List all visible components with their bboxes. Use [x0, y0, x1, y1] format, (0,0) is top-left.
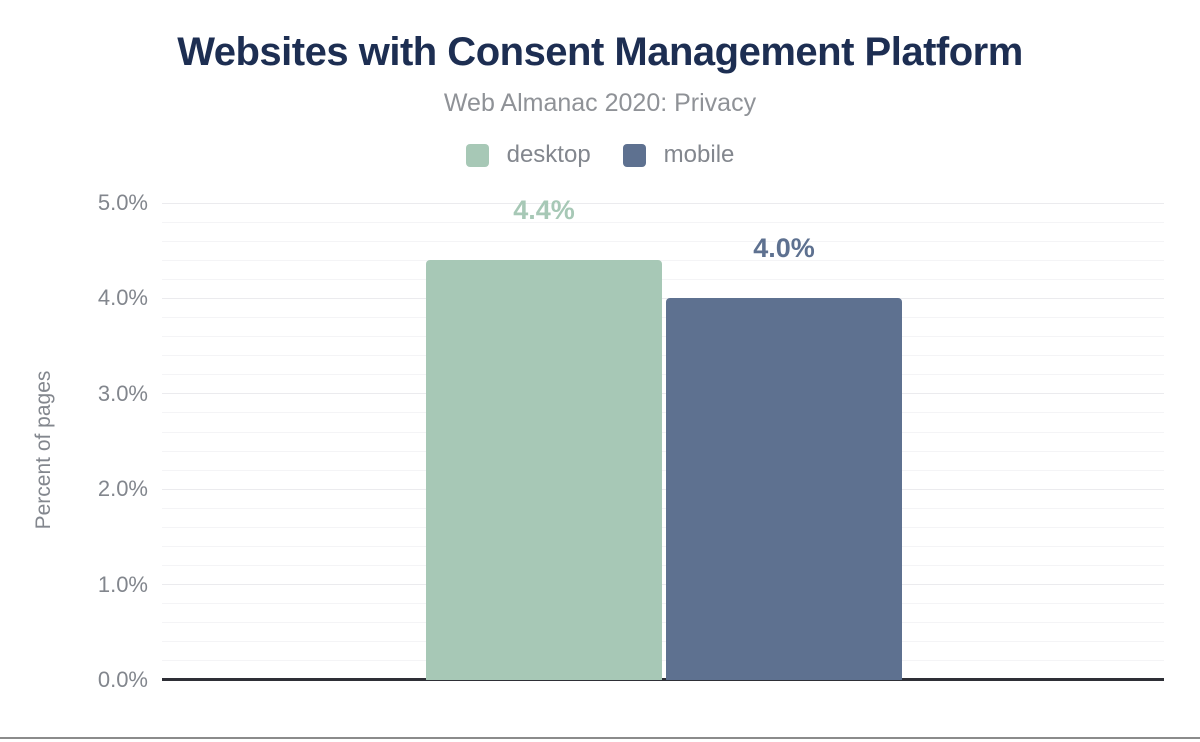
y-tick-label: 4.0%: [97, 285, 148, 311]
gridline-major: [162, 297, 1164, 299]
legend-swatch-desktop-icon: [465, 143, 489, 167]
gridline-minor: [162, 412, 1164, 414]
bar-value-label-mobile: 4.0%: [753, 233, 815, 264]
y-tick-label: 2.0%: [97, 476, 148, 502]
gridline-minor: [162, 526, 1164, 528]
gridline-minor: [162, 374, 1164, 376]
gridline-minor: [162, 450, 1164, 452]
gridline-minor: [162, 565, 1164, 566]
gridline-minor: [162, 641, 1164, 643]
gridline-minor: [162, 317, 1164, 318]
gridline-major: [162, 488, 1164, 490]
gridline-minor: [162, 278, 1164, 280]
gridline-minor: [162, 221, 1164, 223]
gridline-minor: [162, 469, 1164, 471]
gridline-major: [162, 393, 1164, 395]
bottom-divider: [0, 737, 1200, 739]
y-tick-label: 3.0%: [97, 380, 148, 406]
y-tick-label: 1.0%: [97, 571, 148, 597]
bar-mobile: [666, 298, 902, 680]
chart-title: Websites with Consent Management Platfor…: [177, 30, 1023, 74]
legend-label: mobile: [663, 141, 735, 168]
legend-item-mobile: mobile: [622, 141, 735, 169]
legend: desktop mobile: [0, 141, 1200, 169]
y-axis-title: Percent of pages: [32, 370, 55, 530]
gridline-minor: [162, 336, 1164, 338]
bar-value-label-desktop: 4.4%: [513, 195, 575, 226]
legend-swatch-mobile-icon: [622, 143, 646, 167]
gridline-minor: [162, 431, 1164, 433]
legend-label: desktop: [506, 141, 591, 168]
x-axis-line: [162, 678, 1164, 681]
gridline-minor: [162, 259, 1164, 261]
legend-item-desktop: desktop: [465, 141, 591, 169]
gridline-minor: [162, 660, 1164, 662]
bar-desktop: [426, 260, 662, 680]
chart-subtitle: Web Almanac 2020: Privacy: [443, 89, 757, 117]
gridline-minor: [162, 240, 1164, 242]
gridline-minor: [162, 545, 1164, 547]
gridline-major: [162, 584, 1164, 586]
y-tick-label: 5.0%: [97, 190, 148, 215]
gridline-minor: [162, 603, 1164, 605]
y-tick-label: 0.0%: [97, 667, 148, 692]
gridline-minor: [162, 507, 1164, 509]
gridline-minor: [162, 622, 1164, 624]
gridline-major: [162, 202, 1164, 204]
gridline-minor: [162, 355, 1164, 357]
